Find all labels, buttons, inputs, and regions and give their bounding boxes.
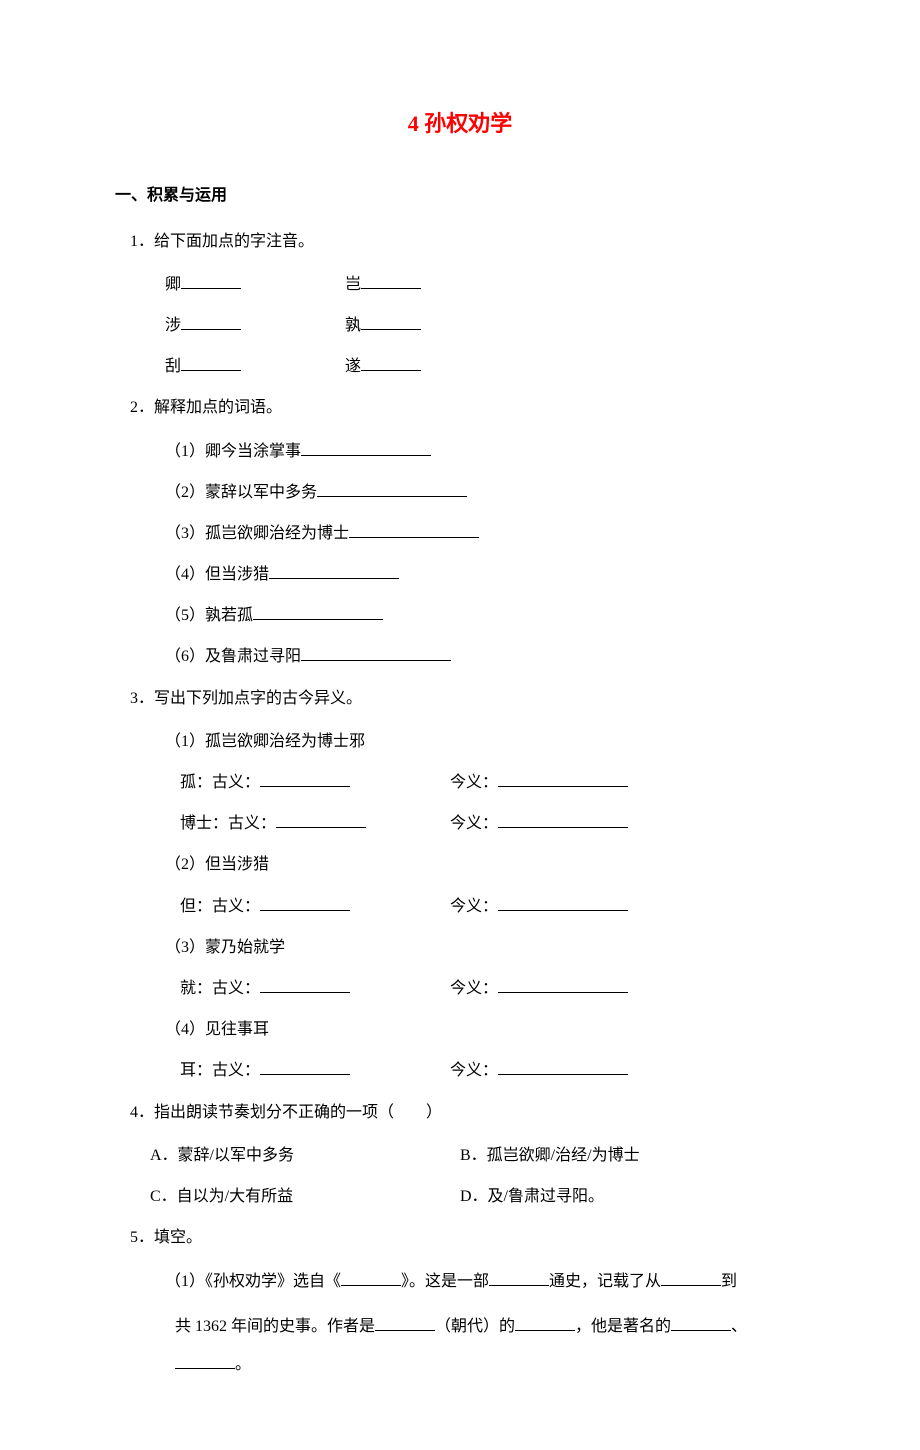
q2-text-5: （6）及鲁肃过寻阳 [165,648,301,665]
question-4-prompt: 4．指出朗读节奏划分不正确的一项（ ） [130,1095,805,1130]
question-1-prompt: 1．给下面加点的字注音。 [130,224,805,259]
q3-g3-l0-label2: 今义： [450,1062,498,1079]
q5-l1-p3: 到 [721,1273,737,1290]
q3-g0-line0: 孤：古义： 今义： [180,765,805,800]
document-title: 4 孙权劝学 [115,100,805,148]
q2-text-1: （2）蒙辞以军中多务 [165,484,317,501]
q3-g3-line0: 耳：古义： 今义： [180,1053,805,1088]
blank [515,1311,575,1331]
q3-g3-l0-label1: 耳：古义： [180,1062,260,1079]
blank [181,310,241,330]
q3-g0-l1-label2: 今义： [450,815,498,832]
q3-g0-l0-label1: 孤：古义： [180,774,260,791]
blank [181,351,241,371]
blank [349,518,479,538]
blank [317,477,467,497]
q5-l1-p0: （1）《孙权劝学》选自《 [165,1273,341,1290]
blank [260,973,350,993]
q5-l2-p4: 。 [235,1356,251,1373]
q1-char-2-1: 遂 [345,358,361,375]
blank [498,973,628,993]
blank [253,600,383,620]
q5-l2-p3: 、 [731,1318,747,1335]
q5-l1-p2: 通史，记载了从 [549,1273,661,1290]
question-3-prompt: 3．写出下列加点字的古今异义。 [130,681,805,716]
q1-char-0-0: 卿 [165,276,181,293]
q5-line2: 共 1362 年间的史事。作者是 （朝代）的 ，他是著名的 、。 [175,1308,805,1385]
q1-char-2-0: 刮 [165,358,181,375]
q2-text-3: （4）但当涉猎 [165,566,269,583]
q1-char-1-1: 孰 [345,317,361,334]
blank [361,310,421,330]
q1-row-1: 涉 孰 [165,308,805,343]
blank [181,269,241,289]
blank [301,641,451,661]
blank [301,436,431,456]
q5-l1-p1: 》。这是一部 [401,1273,489,1290]
q5-l2-p0: 共 1362 年间的史事。作者是 [175,1318,375,1335]
blank [361,351,421,371]
blank [498,1055,628,1075]
q2-text-2: （3）孤岂欲卿治经为博士 [165,525,349,542]
q2-item-0: （1）卿今当涂掌事 [165,434,805,469]
q2-item-3: （4）但当涉猎 [165,557,805,592]
blank [375,1311,435,1331]
question-5-prompt: 5．填空。 [130,1220,805,1255]
q5-line1: （1）《孙权劝学》选自《 》。这是一部 通史，记载了从 到 [165,1263,805,1301]
q5-l2-p2: ，他是著名的 [575,1318,671,1335]
blank [489,1266,549,1286]
q3-g1-line0: 但：古义： 今义： [180,889,805,924]
blank [269,559,399,579]
q4-opt-c: C．自以为/大有所益 [150,1179,460,1214]
q2-item-5: （6）及鲁肃过寻阳 [165,639,805,674]
q3-g0-l0-label2: 今义： [450,774,498,791]
blank [260,1055,350,1075]
q1-row-0: 卿 岂 [165,267,805,302]
question-2-prompt: 2．解释加点的词语。 [130,390,805,425]
q3-g2-header: （3）蒙乃始就学 [165,930,805,965]
blank [671,1311,731,1331]
q4-opt-d: D．及/鲁肃过寻阳。 [460,1179,604,1214]
blank [276,808,366,828]
q3-g3-header: （4）见往事耳 [165,1012,805,1047]
q1-char-0-1: 岂 [345,276,361,293]
q5-l2-p1: （朝代）的 [435,1318,515,1335]
q4-options-row-0: A．蒙辞/以军中多务 B．孤岂欲卿/治经/为博士 [150,1138,805,1173]
q2-item-2: （3）孤岂欲卿治经为博士 [165,516,805,551]
q3-g2-line0: 就：古义： 今义： [180,971,805,1006]
q2-text-0: （1）卿今当涂掌事 [165,443,301,460]
q3-g0-line1: 博士：古义： 今义： [180,806,805,841]
q3-g0-header: （1）孤岂欲卿治经为博士邪 [165,724,805,759]
q2-item-1: （2）蒙辞以军中多务 [165,475,805,510]
q4-options-row-1: C．自以为/大有所益 D．及/鲁肃过寻阳。 [150,1179,805,1214]
q2-item-4: （5）孰若孤 [165,598,805,633]
q4-opt-b: B．孤岂欲卿/治经/为博士 [460,1138,640,1173]
blank [175,1349,235,1369]
blank [341,1266,401,1286]
blank [361,269,421,289]
blank [498,808,628,828]
q3-g2-l0-label1: 就：古义： [180,980,260,997]
q2-text-4: （5）孰若孤 [165,607,253,624]
blank [498,767,628,787]
q3-g1-l0-label2: 今义： [450,898,498,915]
q3-g0-l1-label1: 博士：古义： [180,815,276,832]
blank [661,1266,721,1286]
q4-opt-a: A．蒙辞/以军中多务 [150,1138,460,1173]
q3-g1-header: （2）但当涉猎 [165,847,805,882]
q3-g1-l0-label1: 但：古义： [180,898,260,915]
section-heading-1: 一、积累与运用 [115,178,805,213]
blank [498,891,628,911]
blank [260,891,350,911]
q1-row-2: 刮 遂 [165,349,805,384]
blank [260,767,350,787]
q3-g2-l0-label2: 今义： [450,980,498,997]
q1-char-1-0: 涉 [165,317,181,334]
